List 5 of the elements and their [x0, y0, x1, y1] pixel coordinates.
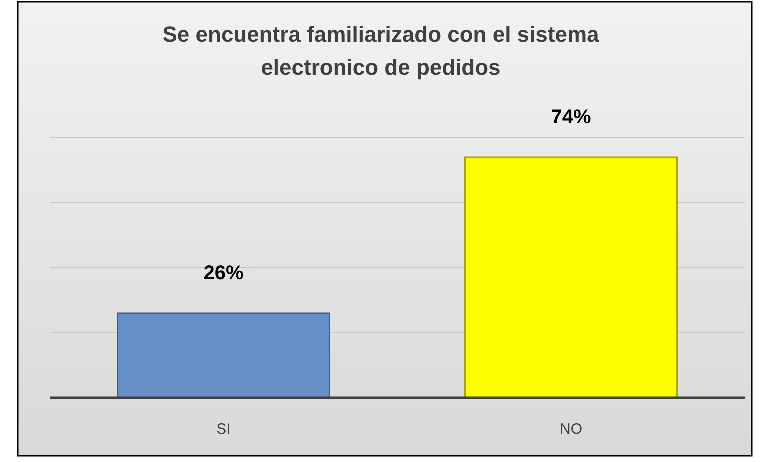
- chart-title: Se encuentra familiarizado con el sistema electronico de pedidos: [162, 22, 600, 80]
- data-label: 26%: [204, 262, 244, 284]
- x-tick-label: SI: [216, 421, 231, 438]
- data-label: 74%: [551, 106, 592, 128]
- x-tick-label: NO: [560, 421, 582, 438]
